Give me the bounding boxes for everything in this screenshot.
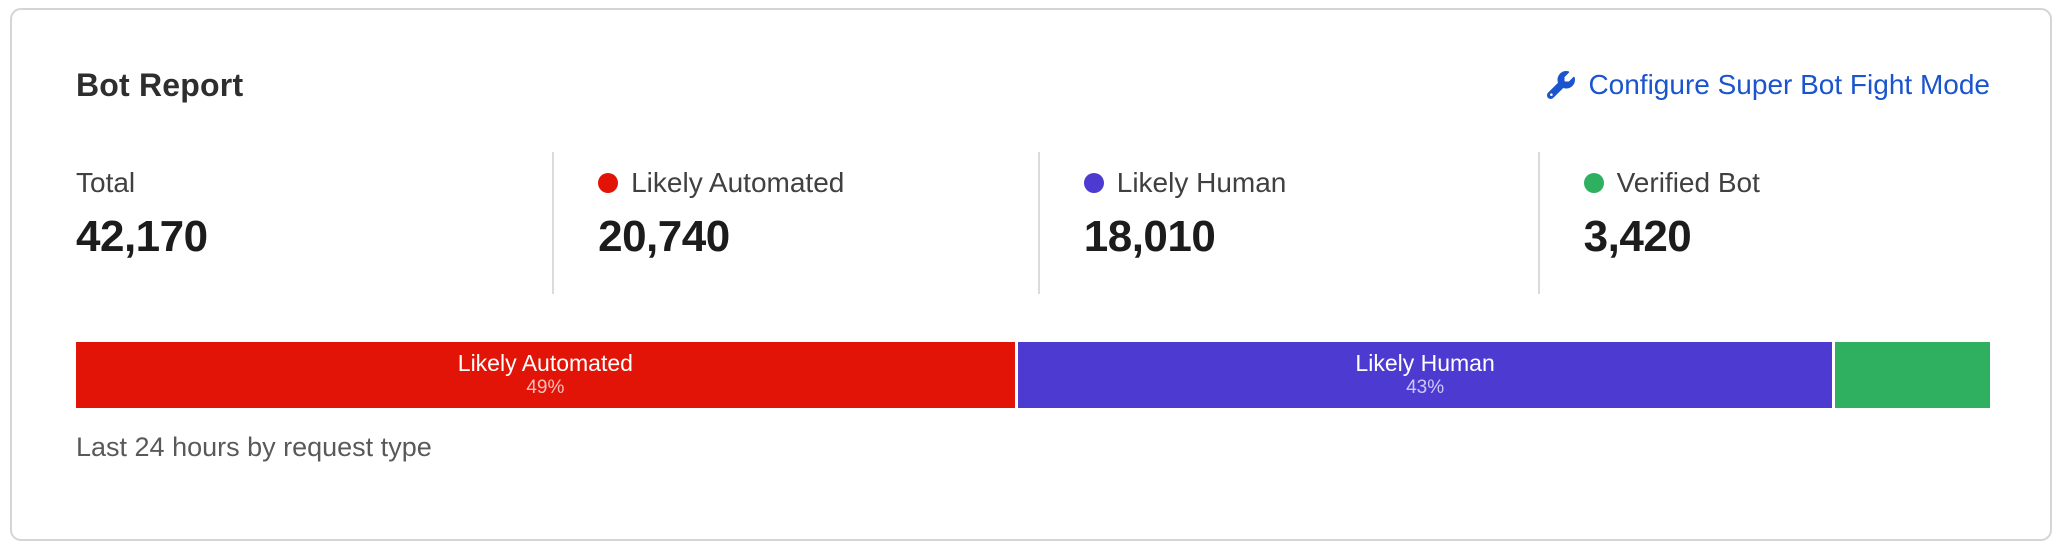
stat-likely-automated-label: Likely Automated [631, 167, 845, 198]
stat-verified-bot-value: 3,420 [1583, 212, 1692, 261]
stat-total: Total 42,170 [76, 152, 552, 294]
segment-percent: 43% [1406, 377, 1445, 399]
bot-report-card: Bot Report Configure Super Bot Fight Mod… [10, 8, 2052, 541]
stat-verified-bot-label: Verified Bot [1616, 167, 1760, 198]
segment-label: Likely Automated [457, 349, 633, 376]
stat-verified-bot: Verified Bot 3,420 [1537, 152, 1990, 294]
stat-likely-human-label: Likely Human [1116, 167, 1287, 198]
segment-label: Likely Human [1355, 349, 1495, 376]
stat-likely-automated: Likely Automated 20,740 [552, 152, 1038, 294]
bar-segment-verified-bot [1835, 342, 1990, 408]
verified-bot-dot-icon [1583, 173, 1604, 193]
stat-likely-human-value: 18,010 [1083, 212, 1216, 261]
stats-row: Total 42,170 Likely Automated 20,740 Lik… [76, 152, 1990, 294]
wrench-icon [1547, 71, 1576, 99]
likely-human-dot-icon [1083, 173, 1104, 193]
likely-automated-dot-icon [598, 173, 619, 193]
stat-total-value: 42,170 [76, 212, 208, 261]
stacked-bar-chart: Likely Automated 49% Likely Human 43% [76, 342, 1990, 408]
stat-total-label: Total [76, 167, 136, 198]
stat-likely-automated-value: 20,740 [598, 212, 730, 261]
bar-segment-likely-automated: Likely Automated 49% [76, 342, 1015, 408]
card-header: Bot Report Configure Super Bot Fight Mod… [76, 62, 1990, 108]
stat-likely-human: Likely Human 18,010 [1037, 152, 1538, 294]
segment-percent: 49% [526, 377, 565, 399]
page-title: Bot Report [76, 66, 244, 103]
bar-segment-likely-human: Likely Human 43% [1017, 342, 1833, 408]
footnote: Last 24 hours by request type [76, 432, 432, 462]
config-link-label: Configure Super Bot Fight Mode [1588, 69, 1990, 100]
configure-super-bot-fight-mode-link[interactable]: Configure Super Bot Fight Mode [1547, 69, 1990, 101]
